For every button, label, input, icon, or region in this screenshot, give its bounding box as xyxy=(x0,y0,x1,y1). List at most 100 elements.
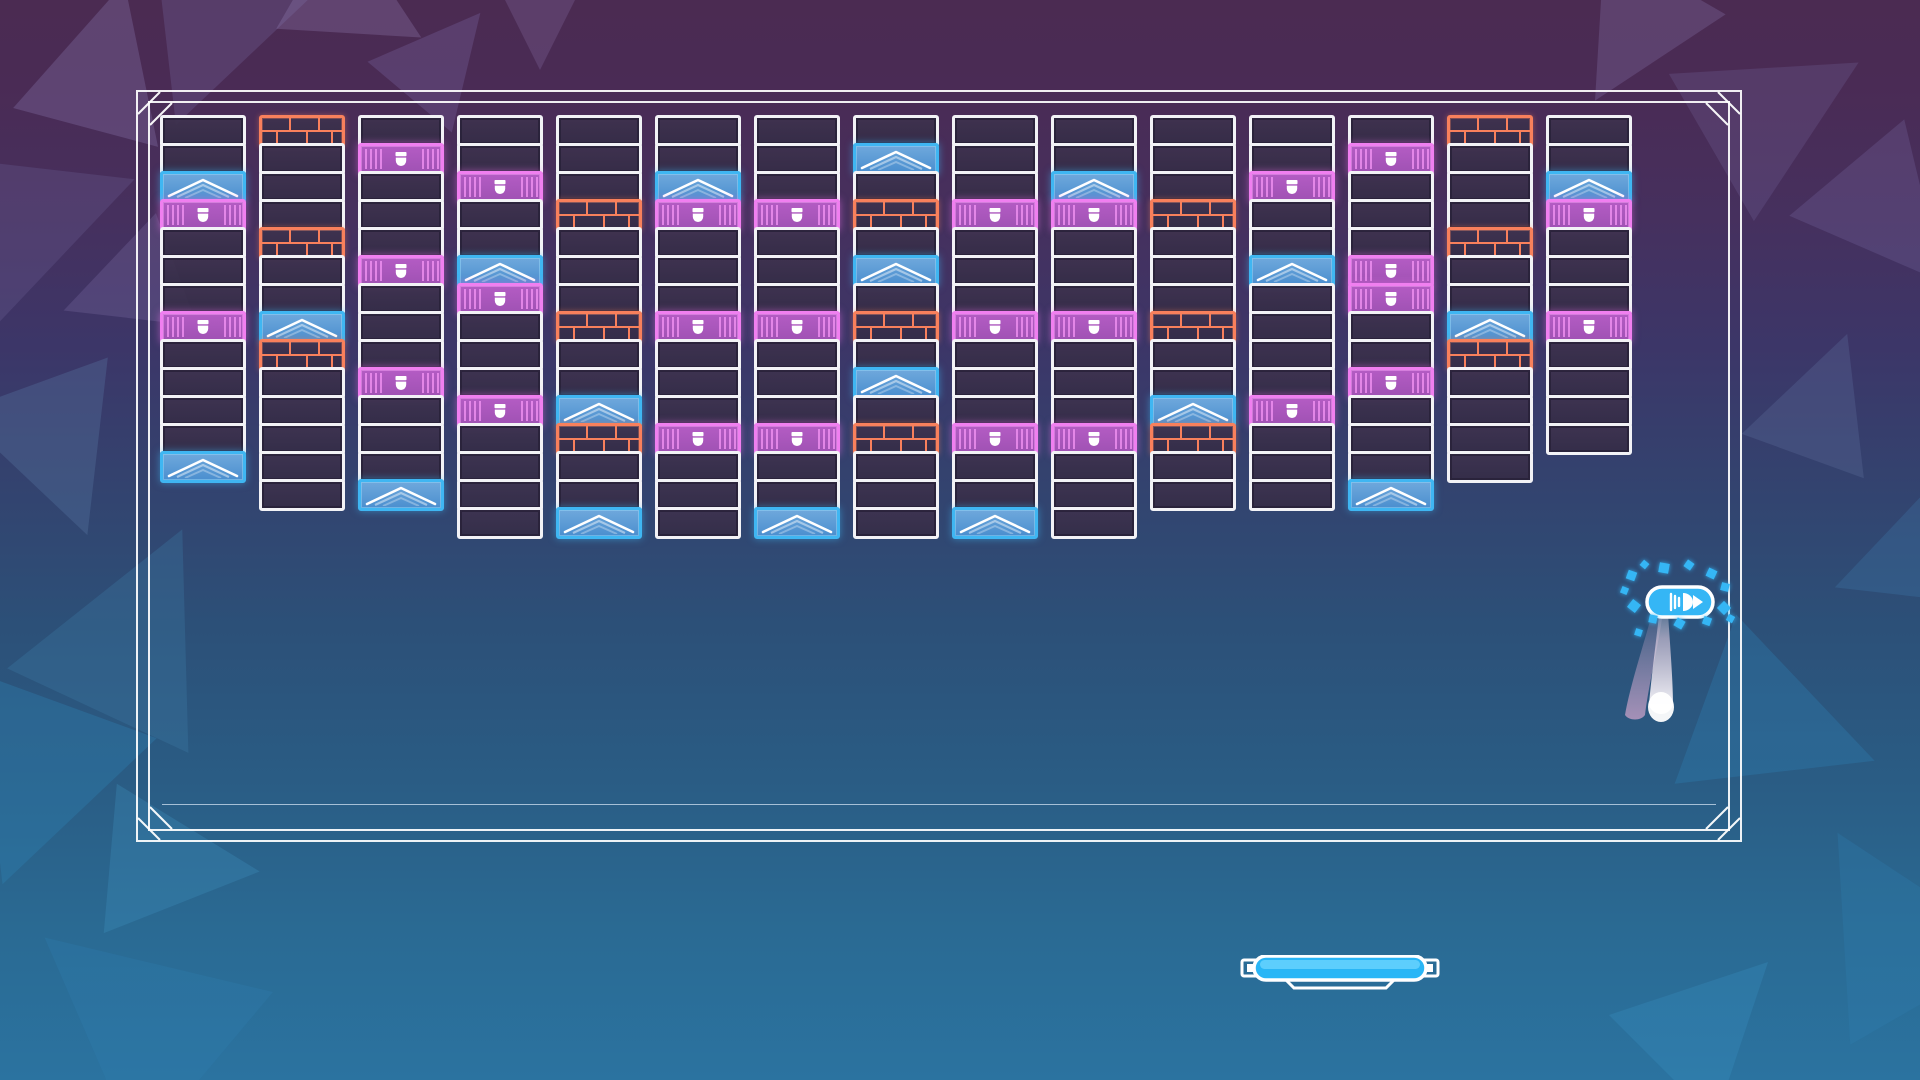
brick-purple[interactable] xyxy=(1348,255,1434,287)
brick-empty[interactable] xyxy=(853,507,939,539)
brick-empty[interactable] xyxy=(457,507,543,539)
brick-empty[interactable] xyxy=(853,115,939,147)
brick-empty[interactable] xyxy=(457,143,543,175)
brick-empty[interactable] xyxy=(1249,339,1335,371)
brick-empty[interactable] xyxy=(358,115,444,147)
brick-empty[interactable] xyxy=(1249,199,1335,231)
brick-empty[interactable] xyxy=(556,171,642,203)
brick-orange[interactable] xyxy=(853,199,939,231)
brick-blue[interactable] xyxy=(1051,171,1137,203)
brick-orange[interactable] xyxy=(1447,115,1533,147)
brick-blue[interactable] xyxy=(1546,171,1632,203)
brick-empty[interactable] xyxy=(1051,507,1137,539)
purple-brick-stripes xyxy=(658,202,738,228)
empty-brick-icon xyxy=(658,454,738,480)
brick-empty[interactable] xyxy=(1150,115,1236,147)
brick-empty[interactable] xyxy=(655,143,741,175)
brick-empty[interactable] xyxy=(655,339,741,371)
brick-purple[interactable] xyxy=(358,255,444,287)
brick-empty[interactable] xyxy=(160,227,246,259)
brick-empty[interactable] xyxy=(853,171,939,203)
brick-blue[interactable] xyxy=(1249,255,1335,287)
brick-empty[interactable] xyxy=(1150,283,1236,315)
brick-empty[interactable] xyxy=(1447,283,1533,315)
brick-purple[interactable] xyxy=(160,199,246,231)
brick-purple[interactable] xyxy=(1348,367,1434,399)
brick-empty[interactable] xyxy=(1051,367,1137,399)
brick-empty[interactable] xyxy=(754,451,840,483)
brick-blue[interactable] xyxy=(259,311,345,343)
empty-brick-icon xyxy=(1450,174,1530,200)
brick-purple[interactable] xyxy=(1348,143,1434,175)
brick-empty[interactable] xyxy=(1447,367,1533,399)
brick-purple[interactable] xyxy=(1051,311,1137,343)
brick-empty[interactable] xyxy=(1348,395,1434,427)
brick-purple[interactable] xyxy=(160,311,246,343)
brick-orange[interactable] xyxy=(556,311,642,343)
empty-brick-icon xyxy=(856,286,936,312)
brick-empty[interactable] xyxy=(1546,395,1632,427)
brick-blue[interactable] xyxy=(853,367,939,399)
brick-blue[interactable] xyxy=(952,507,1038,539)
mortar-brick-icon xyxy=(262,230,342,256)
brick-empty[interactable] xyxy=(1546,367,1632,399)
player-paddle[interactable] xyxy=(1240,954,1440,997)
brick-purple[interactable] xyxy=(1546,199,1632,231)
brick-purple[interactable] xyxy=(457,395,543,427)
brick-empty[interactable] xyxy=(259,479,345,511)
chevron-speed-icon xyxy=(163,454,243,480)
brick-empty[interactable] xyxy=(754,479,840,511)
brick-empty[interactable] xyxy=(556,143,642,175)
brick-orange[interactable] xyxy=(1447,227,1533,259)
brick-purple[interactable] xyxy=(655,311,741,343)
brick-empty[interactable] xyxy=(655,507,741,539)
brick-empty[interactable] xyxy=(952,255,1038,287)
mortar-brick-icon xyxy=(856,426,936,452)
brick-empty[interactable] xyxy=(1051,479,1137,511)
brick-empty[interactable] xyxy=(1150,479,1236,511)
brick-empty[interactable] xyxy=(457,311,543,343)
brick-blue[interactable] xyxy=(556,507,642,539)
brick-orange[interactable] xyxy=(556,199,642,231)
brick-blue[interactable] xyxy=(160,451,246,483)
brick-face xyxy=(1546,367,1632,399)
brick-blue[interactable] xyxy=(1348,479,1434,511)
brick-purple[interactable] xyxy=(754,423,840,455)
brick-empty[interactable] xyxy=(952,451,1038,483)
brick-empty[interactable] xyxy=(1051,283,1137,315)
brick-empty[interactable] xyxy=(655,479,741,511)
brick-orange[interactable] xyxy=(259,339,345,371)
brick-empty[interactable] xyxy=(754,395,840,427)
brick-empty[interactable] xyxy=(1447,451,1533,483)
brick-empty[interactable] xyxy=(160,423,246,455)
mortar-brick-icon xyxy=(1450,118,1530,144)
brick-blue[interactable] xyxy=(556,395,642,427)
empty-brick-icon xyxy=(955,146,1035,172)
brick-empty[interactable] xyxy=(1150,339,1236,371)
brick-orange[interactable] xyxy=(1150,311,1236,343)
brick-blue[interactable] xyxy=(457,255,543,287)
brick-empty[interactable] xyxy=(1249,115,1335,147)
brick-empty[interactable] xyxy=(556,479,642,511)
brick-empty[interactable] xyxy=(556,451,642,483)
brick-empty[interactable] xyxy=(1546,423,1632,455)
brick-blue[interactable] xyxy=(358,479,444,511)
brick-blue[interactable] xyxy=(1447,311,1533,343)
brick-purple[interactable] xyxy=(1051,423,1137,455)
brick-empty[interactable] xyxy=(1249,311,1335,343)
brick-empty[interactable] xyxy=(853,283,939,315)
brick-blue[interactable] xyxy=(754,507,840,539)
brick-empty[interactable] xyxy=(1249,479,1335,511)
brick-empty[interactable] xyxy=(853,227,939,259)
brick-empty[interactable] xyxy=(1447,171,1533,203)
brick-empty[interactable] xyxy=(1447,143,1533,175)
brick-purple[interactable] xyxy=(655,423,741,455)
brick-blue[interactable] xyxy=(853,143,939,175)
brick-empty[interactable] xyxy=(1150,367,1236,399)
brick-empty[interactable] xyxy=(1348,171,1434,203)
brick-orange[interactable] xyxy=(853,311,939,343)
rocket-ball[interactable] xyxy=(1645,585,1715,619)
brick-empty[interactable] xyxy=(1051,339,1137,371)
brick-purple[interactable] xyxy=(952,311,1038,343)
brick-purple[interactable] xyxy=(457,283,543,315)
